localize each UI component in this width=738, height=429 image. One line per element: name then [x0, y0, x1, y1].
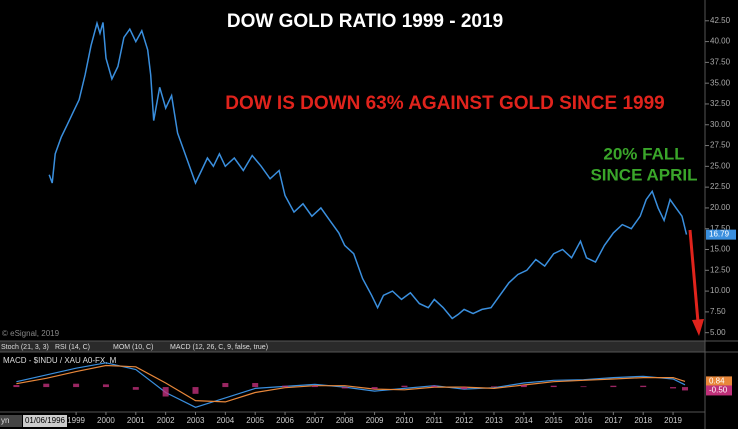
histogram-bar	[640, 385, 647, 388]
y-tick-label: 25.00	[710, 161, 731, 170]
arrow-head	[692, 319, 704, 336]
y-tick-label: 12.50	[710, 265, 731, 274]
y-tick-label: 27.50	[710, 141, 731, 150]
histogram-bar	[580, 386, 587, 388]
y-tick-label: 7.50	[710, 307, 726, 316]
histogram-bar	[431, 385, 438, 388]
x-tick-label: 2010	[396, 416, 414, 425]
last-value-label: 0.84	[709, 377, 725, 386]
histogram-bar	[252, 383, 259, 388]
tab: Stoch (21, 3, 3)	[1, 344, 49, 351]
histogram-bar	[341, 387, 348, 389]
histogram-bar	[520, 385, 527, 388]
histogram-bar	[222, 383, 229, 388]
x-tick-label: 2002	[157, 416, 175, 425]
x-tick-label: 2003	[187, 416, 205, 425]
arrow	[688, 229, 700, 323]
y-tick-label: 35.00	[710, 78, 731, 87]
x-tick-label: 1999	[67, 416, 85, 425]
y-tick-label: 17.50	[710, 224, 731, 233]
histogram-bar	[102, 384, 109, 388]
corner-text: yn	[1, 416, 9, 425]
x-tick-label: 2014	[515, 416, 533, 425]
annotation: 20% FALL	[603, 144, 684, 163]
annotation: SINCE APRIL	[590, 165, 697, 184]
histogram-bar	[73, 383, 80, 388]
x-tick-label: 2018	[634, 416, 652, 425]
x-tick-label: 2015	[545, 416, 563, 425]
last-value-label: 16.79	[709, 230, 730, 239]
x-tick-label: 2011	[426, 416, 444, 425]
x-tick-label: 2017	[604, 416, 622, 425]
x-tick-label: 2008	[336, 416, 354, 425]
histogram-bar	[550, 385, 557, 388]
histogram-bar	[162, 387, 169, 397]
y-tick-label: 30.00	[710, 120, 731, 129]
x-tick-label: 2001	[127, 416, 145, 425]
x-tick-label: 2006	[276, 416, 294, 425]
histogram-bar	[490, 386, 497, 388]
tab: MOM (10, C)	[113, 344, 153, 351]
last-value-label: -0.50	[709, 386, 728, 395]
last-value-box	[706, 376, 732, 387]
histogram-bar	[192, 387, 199, 394]
y-tick-label: 37.50	[710, 57, 731, 66]
last-value-box	[706, 229, 736, 240]
y-tick-label: 32.50	[710, 99, 731, 108]
histogram-bar	[311, 385, 318, 388]
x-tick-label: 2000	[97, 416, 115, 425]
data-line	[16, 362, 686, 408]
y-tick-label: 42.50	[710, 16, 731, 25]
x-tick-label: 2019	[664, 416, 682, 425]
start-date: 01/06/1996	[25, 416, 66, 425]
histogram-bar	[282, 385, 289, 388]
y-tick-label: 5.00	[710, 328, 726, 337]
x-tick-label: 2005	[246, 416, 264, 425]
y-tick-label: 40.00	[710, 37, 731, 46]
histogram-bar	[610, 385, 617, 388]
histogram-bar	[13, 385, 20, 388]
x-tick-label: 2004	[216, 416, 234, 425]
tab: RSI (14, C)	[55, 344, 90, 351]
y-tick-label: 20.00	[710, 203, 731, 212]
corner-box	[0, 415, 22, 427]
start-date-box	[23, 415, 67, 427]
data-line	[48, 20, 688, 320]
y-tick-label: 15.00	[710, 245, 731, 254]
panel-title: MACD - $INDU / XAU A0-FX, M	[3, 356, 117, 365]
histogram-bar	[371, 387, 378, 390]
x-tick-label: 2009	[366, 416, 384, 425]
histogram-bar	[461, 387, 468, 390]
y-tick-label: 10.00	[710, 286, 731, 295]
histogram-bar	[682, 387, 689, 391]
histogram-bar	[670, 387, 677, 389]
data-line	[16, 364, 686, 403]
x-tick-label: 2016	[575, 416, 593, 425]
histogram-bar	[43, 383, 50, 388]
tab-bar	[0, 341, 705, 352]
x-tick-label: 2007	[306, 416, 324, 425]
last-value-box	[706, 385, 732, 396]
annotation: DOW IS DOWN 63% AGAINST GOLD SINCE 1999	[225, 93, 665, 114]
chart-title: DOW GOLD RATIO 1999 - 2019	[227, 11, 503, 32]
tab: MACD (12, 26, C, 9, false, true)	[170, 344, 268, 351]
x-tick-label: 2012	[455, 416, 473, 425]
y-tick-label: 22.50	[710, 182, 731, 191]
x-tick-label: 2013	[485, 416, 503, 425]
source: © eSignal, 2019	[2, 329, 60, 338]
histogram-bar	[401, 385, 408, 388]
histogram-bar	[132, 387, 139, 390]
